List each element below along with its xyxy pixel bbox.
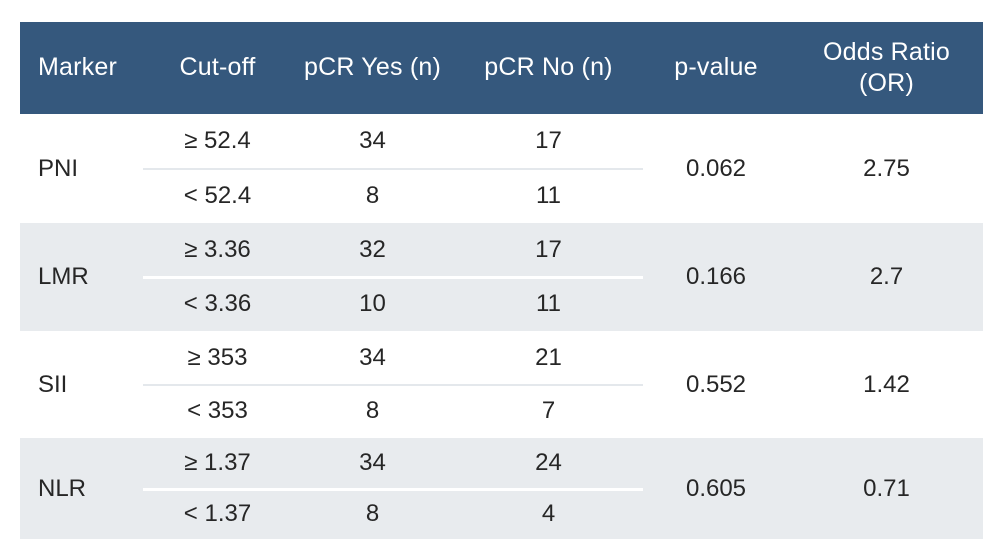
header-pcr-yes: pCR Yes (n) <box>304 53 441 82</box>
cell-pcr-yes: 8 <box>365 499 380 527</box>
cell-pcr-yes: 34 <box>359 449 386 477</box>
header-marker: Marker <box>38 53 117 82</box>
marker-group-nlr: NLR ≥ 1.37 34 24 < 1.37 8 4 0.605 0.71 <box>20 438 983 539</box>
subrow-divider <box>143 276 643 279</box>
subrow-divider <box>143 487 643 491</box>
header-pcr-no: pCR No (n) <box>484 53 613 82</box>
table-header-row: Marker Cut-off pCR Yes (n) pCR No (n) p-… <box>20 22 983 114</box>
cell-pcr-no: 17 <box>535 236 562 263</box>
marker-name: LMR <box>38 263 89 290</box>
cell-cutoff: ≥ 1.37 <box>184 449 251 477</box>
cell-pcr-yes: 10 <box>359 290 386 317</box>
cell-cutoff: < 353 <box>187 397 248 425</box>
cell-p-value: 0.166 <box>685 263 747 290</box>
results-table: Marker Cut-off pCR Yes (n) pCR No (n) p-… <box>20 22 983 539</box>
marker-group-sii: SII ≥ 353 34 21 < 353 8 7 0.552 1.42 <box>20 331 983 438</box>
cell-cutoff: ≥ 52.4 <box>184 127 251 155</box>
cell-odds-ratio: 2.7 <box>869 263 904 290</box>
cell-pcr-yes: 8 <box>365 397 380 425</box>
cell-pcr-no: 17 <box>535 127 562 155</box>
marker-group-lmr: LMR ≥ 3.36 32 17 < 3.36 10 11 0.166 2.7 <box>20 223 983 331</box>
cell-cutoff: < 1.37 <box>183 499 252 527</box>
cell-p-value: 0.062 <box>685 154 747 182</box>
cell-cutoff: ≥ 353 <box>187 343 248 371</box>
cell-pcr-yes: 34 <box>359 343 386 371</box>
cell-cutoff: ≥ 3.36 <box>184 236 251 263</box>
cell-odds-ratio: 2.75 <box>863 154 910 182</box>
header-p-value: p-value <box>674 53 758 82</box>
header-odds-ratio: Odds Ratio (OR) <box>822 37 951 97</box>
cell-p-value: 0.605 <box>685 474 747 502</box>
cell-pcr-yes: 32 <box>359 236 386 263</box>
cell-cutoff: < 52.4 <box>183 181 252 209</box>
cell-cutoff: < 3.36 <box>183 290 252 317</box>
marker-name: SII <box>38 370 68 398</box>
header-cutoff: Cut-off <box>179 53 256 82</box>
cell-pcr-no: 4 <box>541 499 556 527</box>
cell-pcr-no: 11 <box>536 181 561 209</box>
cell-pcr-no: 24 <box>535 449 562 477</box>
marker-name: PNI <box>38 154 79 182</box>
cell-p-value: 0.552 <box>685 370 747 398</box>
cell-odds-ratio: 1.42 <box>863 370 910 398</box>
subrow-divider <box>143 167 643 170</box>
cell-pcr-yes: 34 <box>359 127 386 155</box>
marker-group-pni: PNI ≥ 52.4 34 17 < 52.4 8 11 0.062 2.75 <box>20 114 983 223</box>
subrow-divider <box>143 383 643 386</box>
cell-pcr-no: 11 <box>536 290 561 317</box>
cell-odds-ratio: 0.71 <box>863 474 910 502</box>
cell-pcr-no: 7 <box>541 397 556 425</box>
marker-name: NLR <box>38 474 87 502</box>
cell-pcr-no: 21 <box>535 343 562 371</box>
cell-pcr-yes: 8 <box>365 181 380 209</box>
